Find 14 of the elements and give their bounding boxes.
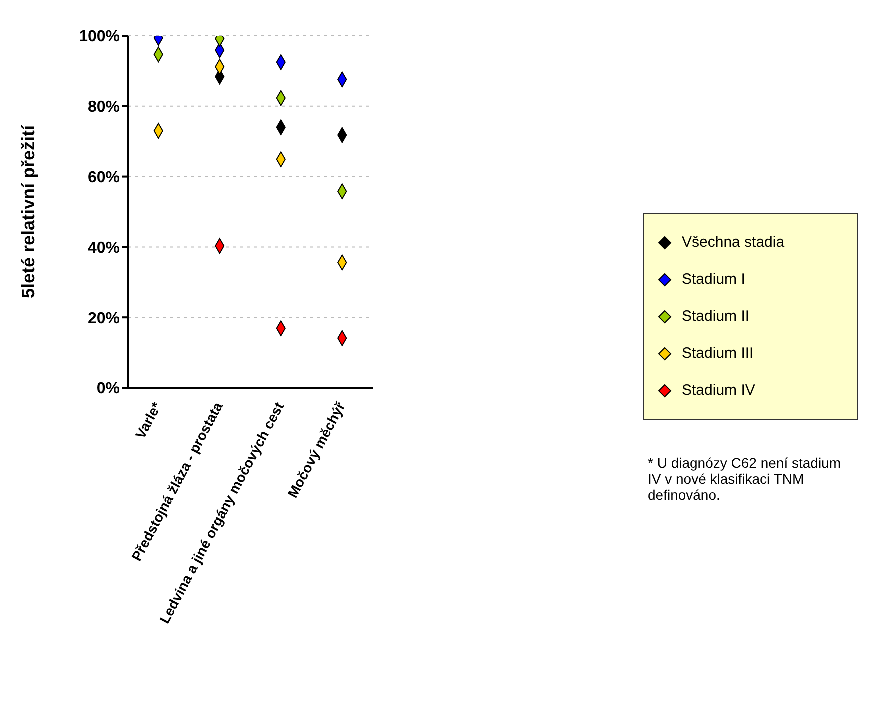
y-axis-title: 5leté relativní přežití xyxy=(18,124,38,299)
legend-label: Stadium IV xyxy=(682,382,756,399)
legend-label: Stadium I xyxy=(682,271,746,288)
y-tick-label: 100% xyxy=(79,28,120,46)
legend-label: Všechna stadia xyxy=(682,234,785,251)
x-tick-label: Varle* xyxy=(132,399,165,442)
legend-label: Stadium II xyxy=(682,308,750,325)
y-tick-label: 40% xyxy=(88,240,120,257)
legend-label: Stadium III xyxy=(682,345,754,362)
text: * U diagnózy C62 není stadium IV v nové klasifikaci TNM definováno. xyxy=(648,455,842,503)
y-tick-label: 0% xyxy=(96,380,120,398)
y-tick-label: 80% xyxy=(88,99,120,116)
y-tick-label: 20% xyxy=(88,310,120,328)
y-tick-label: 60% xyxy=(88,169,120,186)
